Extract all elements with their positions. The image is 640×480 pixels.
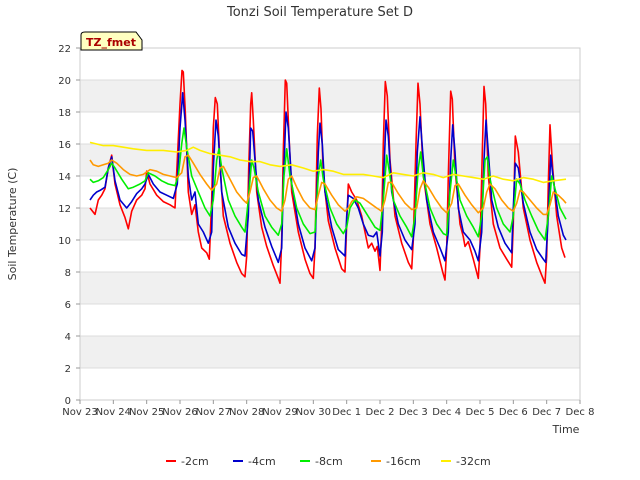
x-tick-label: Nov 26: [162, 407, 197, 418]
x-tick-label: Nov 25: [129, 407, 164, 418]
legend-label: -32cm: [456, 455, 491, 468]
y-tick-label: 20: [58, 76, 71, 87]
x-tick-label: Nov 28: [229, 407, 264, 418]
x-tick-label: Nov 29: [262, 407, 297, 418]
legend-label: -2cm: [181, 455, 209, 468]
badge-label: TZ_fmet: [86, 36, 136, 49]
plot-band: [80, 208, 580, 240]
chart-title: Tonzi Soil Temperature Set D: [226, 5, 413, 20]
plot-band: [80, 336, 580, 368]
horizontal-gridlines: [80, 47, 580, 401]
y-tick-label: 8: [65, 268, 71, 279]
y-axis-label: Soil Temperature (C): [6, 168, 19, 281]
series-line-16cmcm: [89, 154, 567, 216]
x-tick-label: Dec 7: [532, 407, 561, 418]
x-tick-label: Dec 2: [366, 407, 395, 418]
y-tick-label: 14: [58, 172, 71, 183]
legend: -2cm -4cm -8cm -16cm -32cm: [166, 455, 491, 468]
badge-shape: [80, 31, 143, 51]
y-tick-label: 6: [65, 300, 71, 311]
x-tick-label: Nov 23: [62, 407, 97, 418]
x-tick-label: Nov 24: [96, 407, 131, 418]
y-tick-label: 18: [58, 108, 71, 119]
series-line-4cmcm: [89, 92, 567, 264]
site-badge: TZ_fmet: [80, 31, 143, 51]
y-axis-ticks: 0 2 4 6 8 10 12 14 16 18 20 22: [58, 44, 80, 407]
x-tick-label: Nov 30: [296, 407, 331, 418]
series-lines: [89, 69, 567, 284]
x-tick-label: Dec 8: [566, 407, 595, 418]
x-tick-label: Dec 3: [399, 407, 428, 418]
y-tick-label: 2: [65, 364, 71, 375]
y-tick-label: 16: [58, 140, 71, 151]
x-tick-label: Dec 1: [332, 407, 361, 418]
x-tick-label: Dec 6: [499, 407, 528, 418]
y-tick-label: 10: [58, 236, 71, 247]
series-line-32cmcm: [89, 141, 567, 184]
plot-frame: [79, 47, 581, 401]
y-tick-label: 0: [65, 396, 71, 407]
y-tick-label: 22: [58, 44, 71, 55]
x-tick-label: Nov 27: [196, 407, 231, 418]
plot-background-bands: [80, 80, 580, 368]
x-tick-label: Dec 4: [432, 407, 461, 418]
y-tick-label: 12: [58, 204, 71, 215]
legend-label: -4cm: [248, 455, 276, 468]
plot-band: [80, 80, 580, 112]
x-axis-label: Time: [552, 423, 580, 436]
x-tick-label: Dec 5: [466, 407, 495, 418]
plot-band: [80, 272, 580, 304]
legend-label: -16cm: [386, 455, 421, 468]
y-tick-label: 4: [65, 332, 71, 343]
legend-label: -8cm: [315, 455, 343, 468]
